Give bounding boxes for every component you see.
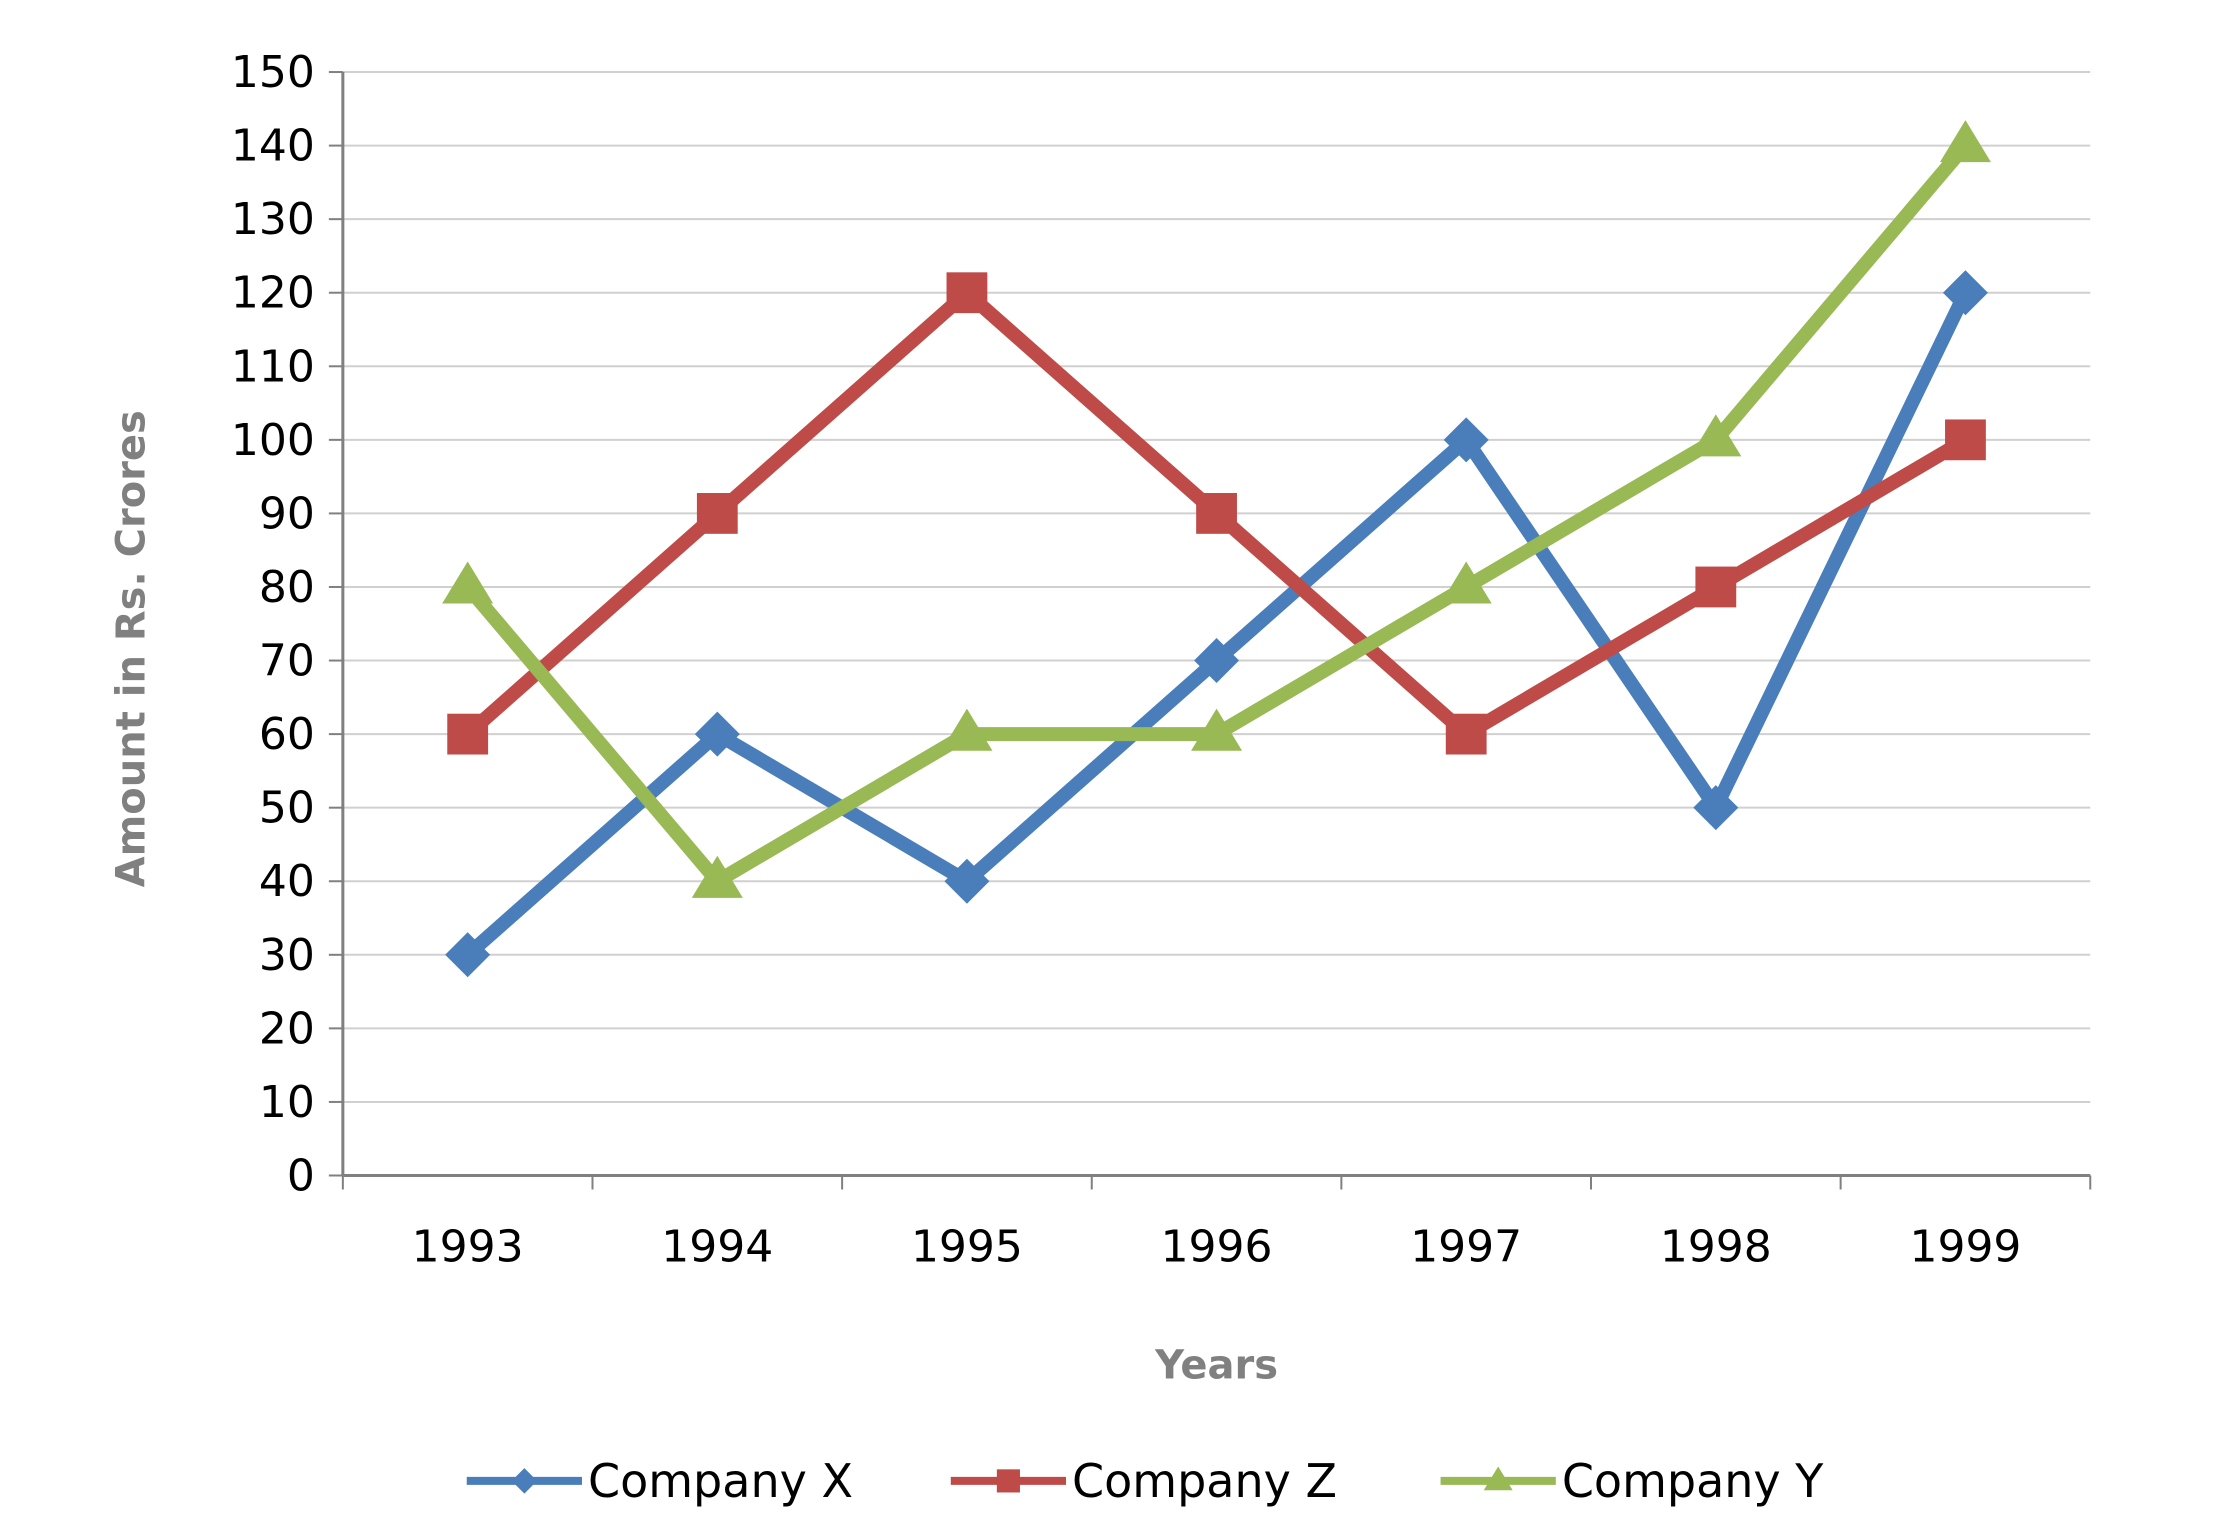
x-tick-label: 1998: [1660, 1222, 1772, 1273]
x-tick-label: 1993: [412, 1222, 524, 1273]
data-point-square: [946, 272, 988, 314]
data-point-square: [1945, 419, 1986, 461]
data-point-diamond: [944, 858, 990, 904]
y-tick-label: 30: [259, 930, 315, 981]
legend-marker: [1483, 1466, 1513, 1491]
data-point-triangle: [1440, 561, 1492, 604]
data-point-square: [1695, 566, 1737, 608]
legend-label: Company Y: [1562, 1454, 1824, 1508]
legend: Company X Company Z Company Y: [466, 1454, 1824, 1508]
x-axis-title: Years: [1154, 1343, 1278, 1389]
tick-labels: 0 10 20 30 40 50 60 70 80 90 100 110 120 130 140 150 199…: [231, 47, 2022, 1272]
x-tick-label: 1996: [1161, 1222, 1273, 1273]
x-tick-label: 1999: [1909, 1222, 2021, 1273]
legend-label: Company X: [588, 1454, 853, 1508]
y-tick-label: 80: [259, 562, 315, 613]
y-tick-label: 110: [231, 341, 315, 392]
x-tick-label: 1995: [911, 1222, 1023, 1273]
y-tick-label: 90: [259, 488, 315, 539]
y-tick-label: 0: [287, 1151, 315, 1202]
data-point-triangle: [941, 708, 993, 751]
data-point-diamond: [1693, 785, 1739, 831]
data-point-square: [1445, 713, 1487, 755]
y-tick-label: 130: [231, 194, 315, 245]
y-tick-label: 140: [231, 121, 315, 172]
data-point-square: [1196, 493, 1237, 534]
x-tick-label: 1997: [1410, 1222, 1522, 1273]
y-tick-label: 120: [231, 268, 315, 319]
data-point-triangle: [442, 561, 494, 604]
legend-marker: [996, 1469, 1020, 1493]
y-tick-label: 70: [259, 636, 315, 687]
data-markers: [442, 120, 1991, 978]
y-axis-title: Amount in Rs. Crores: [109, 410, 155, 887]
y-tick-label: 50: [259, 783, 315, 834]
data-point-diamond: [1194, 638, 1240, 684]
x-tick-label: 1994: [661, 1222, 773, 1273]
data-point-diamond: [694, 711, 740, 757]
series-lines: [460, 138, 1973, 962]
y-tick-label: 150: [231, 47, 315, 98]
legend-label: Company Z: [1072, 1454, 1337, 1508]
y-tick-label: 100: [231, 415, 315, 466]
data-point-triangle: [1690, 414, 1742, 457]
data-point-diamond: [1942, 270, 1988, 316]
data-point-square: [696, 493, 738, 534]
legend-marker: [511, 1468, 538, 1494]
data-point-triangle: [691, 855, 743, 898]
axes: [328, 71, 2092, 1190]
y-tick-label: 40: [259, 856, 315, 907]
data-point-diamond: [445, 932, 491, 978]
data-point-diamond: [1443, 417, 1489, 463]
y-tick-label: 60: [259, 709, 315, 760]
y-tick-label: 20: [259, 1003, 315, 1054]
y-tick-label: 10: [259, 1077, 315, 1128]
data-point-triangle: [1191, 708, 1243, 751]
data-point-triangle: [1939, 120, 1991, 163]
data-point-square: [447, 713, 489, 755]
